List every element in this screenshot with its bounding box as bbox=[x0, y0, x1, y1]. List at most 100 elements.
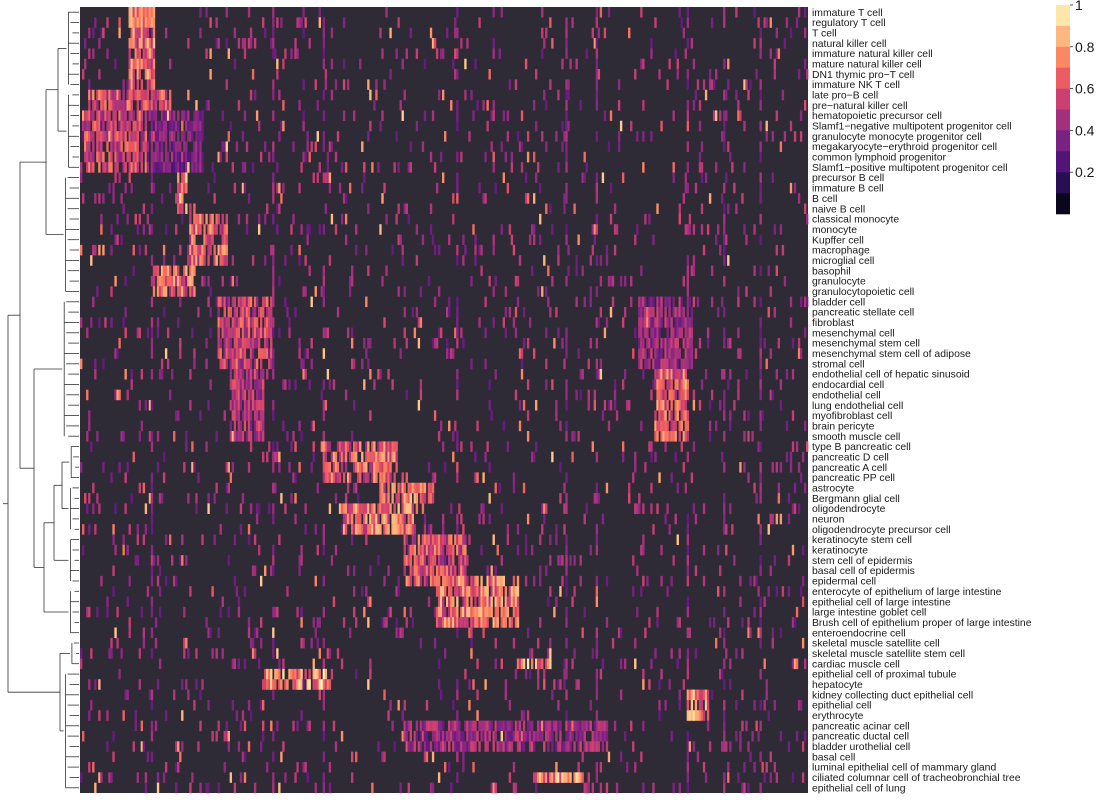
heatmap-cell bbox=[199, 244, 202, 256]
heatmap-cell bbox=[551, 689, 554, 701]
heatmap-cell bbox=[561, 772, 564, 783]
heatmap-cell bbox=[739, 462, 742, 473]
heatmap-cell bbox=[767, 306, 770, 318]
heatmap-cell bbox=[577, 730, 580, 742]
heatmap-cell bbox=[148, 110, 152, 121]
heatmap-cell bbox=[322, 327, 326, 339]
heatmap-cell bbox=[126, 100, 129, 111]
heatmap-cell bbox=[395, 462, 398, 473]
heatmap-cell bbox=[642, 503, 645, 514]
heatmap-cell bbox=[454, 720, 457, 732]
heatmap-cell bbox=[668, 358, 671, 370]
heatmap-cell bbox=[662, 389, 665, 401]
heatmap-cell bbox=[662, 410, 665, 421]
heatmap-cell bbox=[162, 162, 166, 173]
heatmap-cell bbox=[241, 368, 245, 380]
heatmap-cell bbox=[686, 327, 690, 339]
heatmap-cell bbox=[456, 244, 459, 256]
heatmap-cell bbox=[144, 27, 148, 39]
heatmap-cell bbox=[233, 575, 237, 587]
heatmap-cell bbox=[350, 275, 354, 287]
heatmap-cell bbox=[223, 761, 226, 773]
heatmap-cell bbox=[504, 730, 508, 742]
heatmap-cell bbox=[403, 203, 406, 215]
heatmap-cell bbox=[158, 89, 162, 101]
heatmap-cell bbox=[458, 503, 461, 514]
heatmap-cell bbox=[456, 151, 459, 163]
heatmap-cell bbox=[551, 38, 554, 49]
heatmap-cell bbox=[797, 699, 801, 711]
heatmap-cell bbox=[249, 441, 253, 452]
heatmap-cell bbox=[642, 327, 645, 339]
heatmap-cell bbox=[452, 606, 455, 618]
heatmap-cell bbox=[102, 89, 105, 101]
heatmap-cell bbox=[237, 296, 241, 308]
heatmap-cell bbox=[510, 234, 514, 246]
heatmap-cell bbox=[197, 306, 200, 318]
heatmap-cell bbox=[452, 575, 455, 587]
heatmap-cell bbox=[223, 234, 226, 246]
heatmap-cell bbox=[102, 27, 105, 39]
heatmap-cell bbox=[539, 234, 542, 246]
heatmap-cell bbox=[106, 741, 109, 752]
heatmap-cell bbox=[539, 565, 542, 577]
heatmap-cell bbox=[541, 131, 544, 142]
heatmap-cell bbox=[749, 575, 752, 587]
row-label: pancreatic D cell bbox=[812, 452, 889, 463]
heatmap-cell bbox=[561, 337, 564, 349]
heatmap-cell bbox=[306, 772, 309, 783]
heatmap-cell bbox=[607, 400, 611, 411]
heatmap-cell bbox=[462, 337, 465, 349]
heatmap-cell bbox=[175, 410, 178, 421]
heatmap-cell bbox=[294, 493, 297, 504]
heatmap-cell bbox=[464, 720, 467, 732]
heatmap-cell bbox=[328, 679, 332, 690]
heatmap-cell bbox=[379, 493, 382, 504]
heatmap-cell bbox=[344, 389, 348, 401]
heatmap-cell bbox=[324, 203, 328, 215]
heatmap-cell bbox=[664, 441, 667, 452]
heatmap-cell bbox=[389, 441, 392, 452]
heatmap-cell bbox=[102, 131, 105, 142]
heatmap-cell bbox=[692, 710, 696, 721]
heatmap-cell bbox=[452, 544, 455, 556]
heatmap-cell bbox=[272, 751, 275, 763]
heatmap-cell bbox=[478, 596, 481, 608]
heatmap-cell bbox=[652, 358, 655, 370]
heatmap-cell bbox=[219, 358, 222, 370]
heatmap-cell bbox=[229, 327, 233, 339]
heatmap-cell bbox=[541, 658, 544, 670]
heatmap-cell bbox=[557, 162, 560, 173]
heatmap-cell bbox=[543, 89, 546, 101]
row-label: bladder urothelial cell bbox=[812, 742, 910, 753]
heatmap-cell bbox=[126, 79, 129, 90]
heatmap-cell bbox=[359, 462, 362, 473]
heatmap-cell bbox=[680, 389, 683, 401]
heatmap-cell bbox=[322, 296, 326, 308]
heatmap-cell bbox=[466, 730, 469, 742]
heatmap-cell bbox=[100, 151, 103, 163]
heatmap-cell bbox=[272, 358, 275, 370]
heatmap-cell bbox=[565, 151, 568, 163]
heatmap-cell bbox=[383, 482, 386, 494]
heatmap-cell bbox=[150, 565, 154, 577]
heatmap-cell bbox=[233, 27, 237, 39]
heatmap-cell bbox=[767, 710, 770, 721]
heatmap-cell bbox=[642, 720, 645, 732]
heatmap-cell bbox=[779, 627, 783, 639]
heatmap-cell bbox=[100, 224, 103, 235]
heatmap-cell bbox=[482, 472, 485, 483]
heatmap-cell bbox=[603, 327, 607, 339]
heatmap-cell bbox=[274, 451, 277, 463]
heatmap-cell bbox=[80, 772, 83, 783]
heatmap-cell bbox=[223, 317, 226, 328]
heatmap-cell bbox=[409, 730, 412, 742]
colorbar-segment bbox=[1056, 193, 1070, 215]
heatmap-cell bbox=[650, 327, 653, 339]
heatmap-cell bbox=[723, 244, 726, 256]
heatmap-cell bbox=[88, 710, 91, 721]
heatmap-cell bbox=[304, 348, 307, 359]
heatmap-cell bbox=[779, 379, 783, 390]
heatmap-cell bbox=[171, 162, 174, 173]
heatmap-cell bbox=[743, 462, 746, 473]
